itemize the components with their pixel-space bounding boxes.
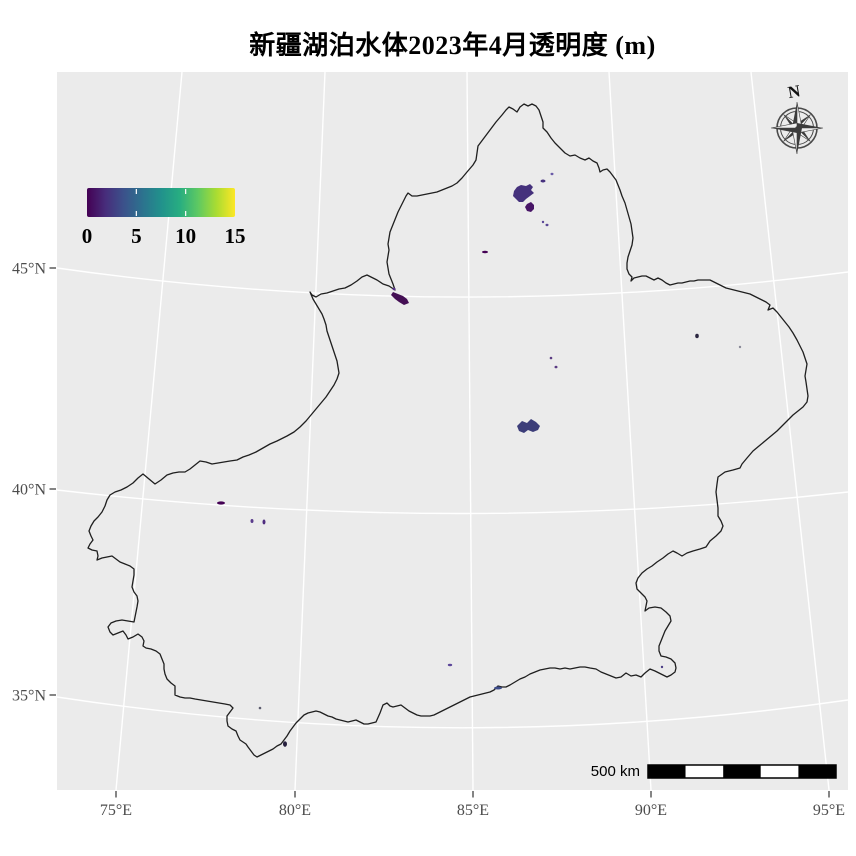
lake-speck — [494, 686, 502, 690]
north-label: N — [786, 81, 802, 102]
x-axis-label: 95°E — [813, 802, 845, 819]
lake-speck — [217, 501, 225, 505]
compass-point-light — [770, 122, 798, 129]
panel-background — [57, 72, 848, 790]
lake-layer — [217, 172, 742, 747]
scale-bar-segment — [760, 765, 799, 778]
y-axis-label: 45°N — [12, 261, 46, 278]
scale-bar-outline — [647, 764, 837, 779]
lake-speck — [549, 356, 553, 360]
scale-bar-label: 500 km — [591, 763, 640, 780]
lake-speck — [554, 365, 558, 369]
meridian-line — [466, 72, 474, 790]
scale-bar-segment — [648, 765, 686, 778]
scale-bar-segment — [685, 765, 724, 778]
lake-speck — [482, 250, 488, 254]
region-boundary — [87, 103, 809, 758]
lake-speck — [250, 519, 254, 523]
legend-tick-label: 15 — [225, 224, 246, 248]
compass-rose: N — [770, 81, 824, 155]
axes: 75°E 80°E 85°E 90°E 95°E 45°N 40°N 35°N — [12, 261, 845, 820]
legend-tick-label: 5 — [131, 224, 142, 248]
lake-polygon — [391, 292, 409, 305]
lake-speck — [550, 172, 554, 176]
lake-speck — [392, 287, 396, 291]
lake-speck — [545, 223, 549, 227]
legend-tick-label: 0 — [82, 224, 93, 248]
page-title: 新疆湖泊水体2023年4月透明度 (m) — [249, 31, 656, 60]
x-axis-label: 85°E — [457, 802, 489, 819]
x-axis-label: 80°E — [279, 802, 311, 819]
lake-polygon — [525, 202, 534, 212]
scale-bar-segment — [798, 765, 836, 778]
meridian-line — [608, 72, 652, 790]
scale-bar: 500 km — [591, 763, 837, 780]
compass-point-dark — [771, 128, 797, 133]
legend-tick-label: 10 — [175, 224, 196, 248]
lake-speck — [738, 345, 742, 349]
meridian-line — [750, 72, 830, 790]
compass-point-dark — [792, 102, 797, 128]
lake-polygon — [517, 419, 540, 433]
lake-speck — [660, 665, 664, 669]
lake-speck — [258, 706, 262, 710]
scale-bar-segment — [723, 765, 761, 778]
x-axis-label: 90°E — [635, 802, 667, 819]
lake-speck — [695, 333, 699, 339]
lake-speck — [283, 741, 287, 747]
lake-speck — [541, 220, 545, 224]
lake-speck — [540, 179, 546, 183]
parallel-line — [57, 696, 848, 729]
meridian-line — [294, 72, 326, 790]
map-panel — [57, 72, 848, 790]
lake-speck — [447, 663, 453, 667]
legend-colorbar: 0 5 10 15 — [82, 188, 246, 248]
y-axis-label: 35°N — [12, 688, 46, 705]
parallel-line — [57, 489, 848, 515]
colorbar — [87, 188, 235, 217]
compass-center — [795, 126, 799, 130]
y-axis-label: 40°N — [12, 482, 46, 499]
compass-point-dark — [797, 123, 823, 128]
x-axis-label: 75°E — [100, 802, 132, 819]
lake-speck — [262, 519, 266, 525]
parallel-line — [57, 267, 848, 298]
compass-point-dark — [797, 128, 802, 154]
lake-polygon — [513, 184, 534, 202]
